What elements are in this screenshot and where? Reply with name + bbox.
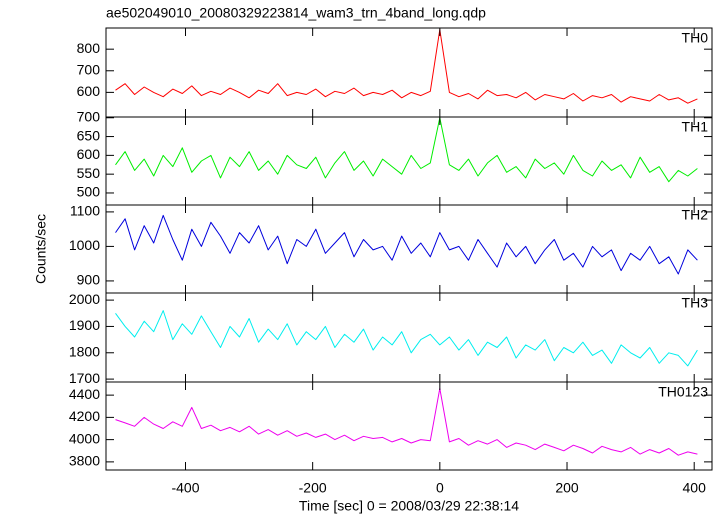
x-tick-label: -400 xyxy=(171,480,199,496)
trace xyxy=(115,117,698,183)
panel-label: TH0 xyxy=(682,30,709,46)
y-tick-label: 600 xyxy=(77,146,101,162)
y-tick-label: 700 xyxy=(77,61,101,77)
y-axis-label: Counts/sec xyxy=(33,214,49,284)
plot-area xyxy=(115,117,698,183)
trace xyxy=(115,29,698,104)
y-tick-label: 2000 xyxy=(69,291,100,307)
panel-frame xyxy=(105,381,713,471)
x-tick-label: 200 xyxy=(555,480,579,496)
y-tick-label: 1700 xyxy=(69,370,100,386)
x-tick-label: 0 xyxy=(436,480,444,496)
y-tick-label: 600 xyxy=(77,83,101,99)
y-tick-label: 500 xyxy=(77,184,101,200)
y-tick-label: 1100 xyxy=(70,203,100,219)
y-tick-label: 650 xyxy=(77,127,101,143)
panel-frame xyxy=(105,27,713,118)
chart-title: ae502049010_20080329223814_wam3_trn_4ban… xyxy=(106,5,486,21)
plot-area xyxy=(115,310,698,367)
y-tick-label: 550 xyxy=(77,165,101,181)
trace xyxy=(115,388,698,456)
plot-area xyxy=(115,388,698,456)
panel-label: TH3 xyxy=(682,295,709,311)
y-tick-label: 4400 xyxy=(69,386,100,402)
x-axis-label: Time [sec] 0 = 2008/03/29 22:38:14 xyxy=(299,498,519,514)
panel-frame xyxy=(105,116,713,206)
y-tick-label: 1900 xyxy=(69,317,100,333)
y-tick-label: 4200 xyxy=(69,408,100,424)
trace xyxy=(115,214,698,275)
y-tick-label: 3800 xyxy=(69,453,100,469)
panel-frame xyxy=(105,292,713,383)
panel-label: TH0123 xyxy=(658,384,708,400)
y-tick-label: 1000 xyxy=(69,237,100,253)
y-tick-label: 1800 xyxy=(69,343,100,359)
x-tick-label: 400 xyxy=(683,480,707,496)
plot-area xyxy=(115,29,698,104)
plot-area xyxy=(115,214,698,275)
y-tick-label: 700 xyxy=(77,108,101,124)
panel-label: TH2 xyxy=(682,207,709,223)
y-tick-label: 900 xyxy=(77,272,101,288)
y-tick-label: 800 xyxy=(77,40,101,56)
y-tick-label: 4000 xyxy=(69,430,100,446)
trace xyxy=(115,310,698,367)
panel-label: TH1 xyxy=(682,119,709,135)
x-tick-label: -200 xyxy=(299,480,327,496)
